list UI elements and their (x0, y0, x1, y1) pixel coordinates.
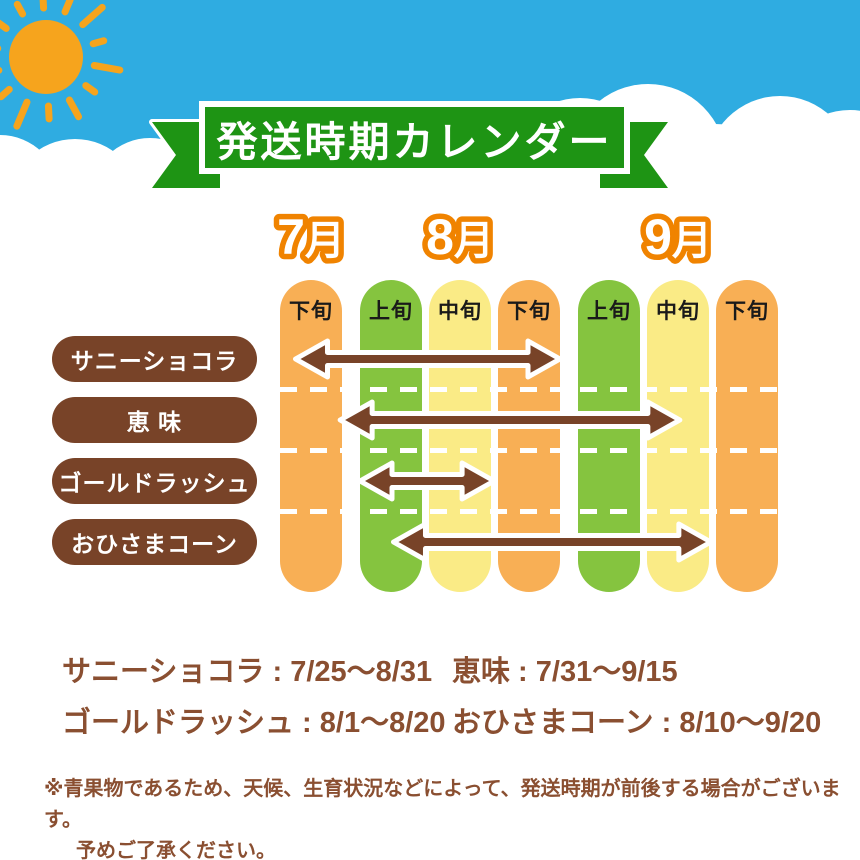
sun-ray (13, 98, 31, 130)
sun-ray (39, 0, 48, 12)
svg-text:8月: 8月 (426, 209, 494, 265)
variety-label: おひさまコーン (52, 519, 257, 565)
sun-ray (82, 82, 99, 96)
period-label: 下旬 (289, 300, 333, 323)
title-ribbon (149, 101, 671, 191)
timeline-column: 下旬 (280, 280, 342, 592)
range-text: ゴールドラッシュ : 8/1〜8/20 (62, 707, 446, 739)
sun-ray (13, 0, 27, 18)
row-divider (280, 387, 778, 392)
row-divider (280, 448, 778, 453)
sun-ray (0, 85, 13, 101)
timeline-column: 下旬 (716, 280, 778, 592)
timeline-column: 中旬 (429, 280, 491, 592)
timeline-column: 上旬 (578, 280, 640, 592)
sun-ray (65, 96, 83, 121)
timeline-column: 中旬 (647, 280, 709, 592)
month-header: 9月 (639, 204, 718, 271)
period-label: 中旬 (656, 300, 700, 323)
timeline-column: 上旬 (360, 280, 422, 592)
month-header: 8月 (421, 204, 500, 271)
sun-ray (44, 102, 53, 123)
variety-label: ゴールドラッシュ (52, 458, 257, 504)
range-text: 恵味 : 7/31〜9/15 (452, 656, 678, 688)
variety-label: サニーショコラ (52, 336, 257, 382)
sun-ray (61, 0, 74, 16)
footnote-line-2: 予めご了承ください。 (76, 840, 276, 860)
sun-ray (90, 62, 124, 74)
footnote-line-1: ※青果物であるため、天候、生育状況などによって、発送時期が前後する場合がございま… (44, 778, 841, 831)
variety-label: 恵 味 (52, 397, 257, 443)
ribbon-band (199, 101, 630, 174)
svg-text:7月: 7月 (277, 209, 345, 265)
period-label: 上旬 (587, 300, 631, 323)
period-label: 中旬 (438, 300, 482, 323)
range-text: おひさまコーン : 8/10〜9/20 (452, 707, 822, 739)
period-label: 下旬 (507, 300, 551, 323)
svg-text:9月: 9月 (644, 209, 712, 265)
period-label: 下旬 (725, 300, 769, 323)
sun-ray (79, 3, 106, 29)
timeline-column: 下旬 (498, 280, 560, 592)
sun-icon (0, 0, 124, 130)
footnote: ※青果物であるため、天候、生育状況などによって、発送時期が前後する場合がございま… (44, 774, 852, 860)
range-text: サニーショコラ : 7/25〜8/31 (62, 656, 433, 688)
sun-ray (0, 19, 10, 32)
month-header: 7月 (272, 204, 351, 271)
sun-ray (89, 37, 108, 48)
row-divider (280, 509, 778, 514)
page-title: 発送時期カレンダー (216, 118, 613, 165)
period-label: 上旬 (369, 300, 413, 323)
